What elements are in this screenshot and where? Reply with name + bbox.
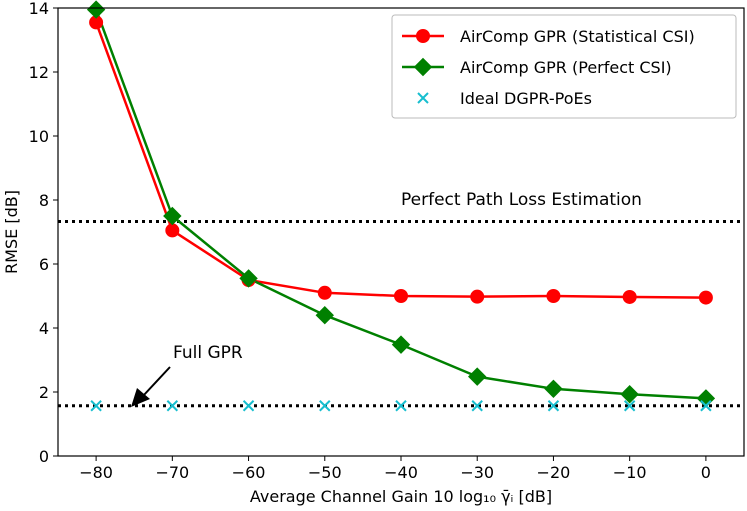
x-tick-label: −70 — [155, 463, 189, 482]
series-1-point — [239, 269, 258, 288]
series-2-point — [242, 400, 255, 412]
legend-label-1: AirComp GPR (Perfect CSI) — [460, 58, 672, 77]
series-0-point — [470, 289, 485, 304]
series-2-point — [623, 400, 636, 412]
y-tick-label: 2 — [39, 383, 49, 402]
legend-marker-1 — [413, 57, 433, 77]
series-2-point — [166, 400, 179, 412]
x-tick-label: −40 — [384, 463, 418, 482]
series-0-point — [546, 289, 561, 303]
series-1-point — [315, 305, 334, 325]
series-1-point — [163, 206, 182, 226]
series-0-point — [622, 289, 637, 304]
series-0-point — [317, 285, 332, 300]
legend: AirComp GPR (Statistical CSI) AirComp GPR… — [391, 14, 737, 119]
x-tick-label: −50 — [308, 463, 342, 482]
series-1-point — [391, 335, 411, 354]
y-tick-label: 6 — [39, 255, 49, 274]
series-0-point — [698, 290, 713, 305]
legend-marker-2 — [417, 92, 429, 104]
y-tick-label: 4 — [39, 319, 49, 338]
series-1-point — [620, 385, 639, 404]
legend-box — [391, 14, 737, 119]
x-tick-label: −60 — [232, 463, 266, 482]
full-gpr-arrow — [131, 366, 171, 407]
series-1-point — [468, 367, 487, 386]
series-2-point — [90, 400, 102, 412]
legend-label-2: Ideal DGPR-PoEs — [460, 89, 592, 108]
x-tick-label: −30 — [460, 463, 494, 482]
series-1-point — [544, 379, 563, 399]
legend-marker-0 — [416, 29, 430, 43]
series-2-point — [700, 400, 712, 412]
series-markers — [86, 0, 716, 412]
y-tick-label: 10 — [29, 127, 49, 146]
x-axis-label: Average Channel Gain 10 log₁₀ γ̄ᵢ [dB] — [250, 487, 552, 506]
y-tick-label: 12 — [29, 63, 49, 82]
series-2-point — [471, 400, 483, 412]
y-axis-ticks: 0 2 4 6 8 10 12 14 — [29, 0, 58, 466]
x-axis-ticks: −80 −70 −60 −50 −40 −30 −20 −10 0 — [79, 456, 711, 482]
legend-label-0: AirComp GPR (Statistical CSI) — [460, 27, 695, 46]
series-0-point — [165, 223, 180, 238]
x-tick-label: −20 — [537, 463, 571, 482]
perfect-path-loss-annotation: Perfect Path Loss Estimation — [401, 190, 642, 210]
series-2-point — [547, 400, 560, 412]
series-1-point — [86, 0, 106, 19]
y-tick-label: 0 — [39, 447, 49, 466]
x-tick-label: −80 — [79, 463, 113, 482]
x-tick-label: 0 — [701, 463, 711, 482]
y-tick-label: 8 — [39, 191, 49, 210]
y-tick-label: 14 — [29, 0, 49, 18]
series-2-point — [395, 400, 407, 412]
y-axis-label: RMSE [dB] — [2, 190, 21, 274]
x-tick-label: −10 — [613, 463, 647, 482]
series-2-point — [319, 400, 331, 412]
full-gpr-annotation: Full GPR — [173, 343, 243, 363]
series-0-point — [394, 289, 408, 303]
